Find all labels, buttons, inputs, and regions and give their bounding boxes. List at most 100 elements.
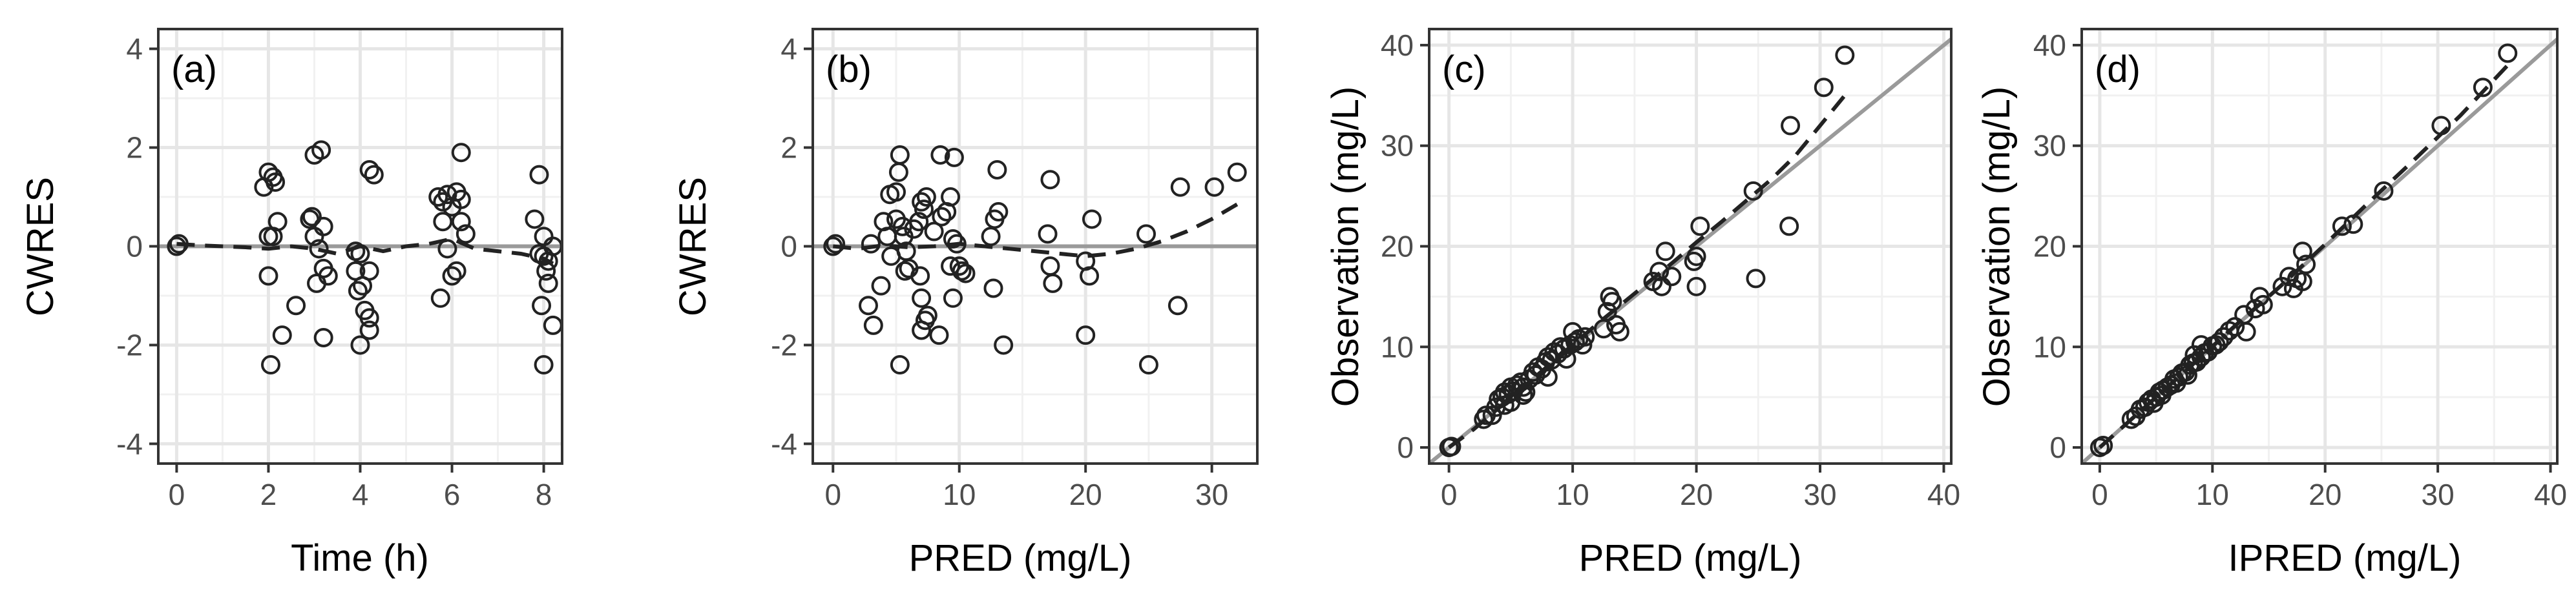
panel-d-data-point [2152,385,2172,405]
panel-b-data-point [1204,177,1224,197]
panel-c-y-tick-label: 0 [1397,431,1414,464]
panel-a-y-tick-label: 2 [126,131,143,165]
panel-b-y-tick-label: 2 [780,131,797,165]
panel-c-y-tick-label: 20 [1381,230,1414,263]
panel-b-label: (b) [826,48,872,90]
panel-a-data-point [428,187,448,207]
panel-c-data-point [1538,367,1558,387]
panel-b-data-point [941,187,961,207]
panel-d-xlabel: IPRED (mg/L) [2228,537,2462,579]
panel-b-data-point [888,162,908,182]
panel-b-x-tick-label: 20 [1069,478,1102,511]
panel-a-data-point [364,165,384,185]
panel-c-x-tick-label: 10 [1556,478,1589,511]
panel-b-data-point [1138,355,1158,375]
panel-a-data-point [359,308,379,328]
panel-a-data-point [359,159,379,179]
panel-a-data-point [261,355,281,375]
panel-b-data-point [861,234,881,254]
panel-c-data-point [1686,247,1706,267]
panel-a-data-point [451,143,471,163]
panel-b-data-point [871,276,891,296]
panel-b-data-point [952,261,972,281]
panel-b-data-point [930,145,950,165]
panel-b-data-point [890,355,910,375]
panel-b-data-point [863,315,883,335]
panel-b-data-point [826,234,846,254]
panel-a-data-point [442,266,462,286]
panel-a-xlabel: Time (h) [291,537,429,579]
panel-b-data-point [1080,266,1100,286]
panel-a-data-point [307,273,327,293]
panel-a-trend-line [176,236,554,265]
panel-b-data-point [1136,224,1156,244]
panel-a-data-point [302,207,322,227]
panel-b-ylabel: CWRES [672,177,714,316]
panel-b-data-point [941,256,961,276]
panel-d-x-tick-label: 40 [2534,478,2567,511]
panel-b-y-tick-label: -2 [771,328,797,362]
panel-d-data-point [2093,435,2113,455]
panel-c-x-tick-label: 0 [1441,478,1458,511]
panel-a-data-point [525,209,545,229]
panel-d-data-point [2191,335,2211,355]
panel-d-grid [2082,29,2557,464]
panel-b-data-point [1038,224,1058,244]
panel-a-data-point [430,288,450,308]
panel-b-x-tick-label: 10 [943,478,976,511]
panel-d-trend-line [2098,64,2509,449]
panel-b-data-point [983,278,1003,298]
panel-d-x-tick-label: 20 [2309,478,2341,511]
panel-d-data-point [2473,77,2493,97]
panel-b-data-point [943,229,963,249]
panel-a-data-point [266,172,286,192]
panel-d-data-point [2272,276,2292,296]
panel-a-data-point [258,162,278,182]
panel-a-data-point [258,266,278,286]
panel-a-data-point [543,315,563,335]
panel-c-data-point [1690,216,1710,236]
panel-d-data-point [2498,43,2518,63]
panel-c-y-tick-label: 10 [1381,330,1414,363]
panel-b-data-point [912,288,932,308]
panel-a-data-point [456,224,476,244]
panel-b-trend-line [833,202,1239,258]
panel-b-data-point [981,227,1001,247]
panel-b-y-tick-label: 0 [780,230,797,263]
panel-a-label: (a) [171,48,217,90]
panel-a-data-point [536,261,556,281]
panel-a-data-point [359,261,379,281]
panel-d-y-tick-label: 0 [2049,431,2066,464]
panel-c-data-point [1686,276,1706,296]
panel-b-data-point [1082,209,1102,229]
panel-c-y-tick-label: 40 [1381,28,1414,62]
panel-d-data-point [2292,272,2312,292]
panel-c-data-point [1651,276,1671,296]
panel-a-ylabel: CWRES [19,177,61,316]
panel-b-data-point [1170,177,1190,197]
panel-c-x-tick-label: 40 [1927,478,1960,511]
panel-d-y-tick-label: 30 [2033,129,2066,163]
panel-c-label: (c) [1442,48,1486,90]
panel-b-data-point [909,212,929,232]
panel-a-data-point [286,296,306,316]
panel-a-y-tick-label: -4 [116,427,143,460]
panel-c-data-point [1525,365,1545,385]
panel-b-data-point [886,182,906,202]
panel-b-data-point [910,266,930,286]
panel-b-data-point [932,207,952,227]
panel-a-x-tick-label: 8 [536,478,552,511]
panel-b-data-point [1076,325,1096,345]
panel-b-data-point [1227,162,1247,182]
panel-a-x-tick-label: 4 [352,478,369,511]
panel-a-data-point [348,281,368,301]
panel-d-data-point [2332,216,2352,236]
panel-d-ylabel: Observation (mg/L) [1976,87,2018,407]
panel-d-data-point [2292,241,2312,261]
panel-a-x-tick-label: 0 [169,478,185,511]
panel-c-data-point [1662,267,1682,287]
panel-a-data-point [532,296,552,316]
panel-a-data-point [529,165,549,185]
panel-c-ylabel: Observation (mg/L) [1325,87,1367,407]
